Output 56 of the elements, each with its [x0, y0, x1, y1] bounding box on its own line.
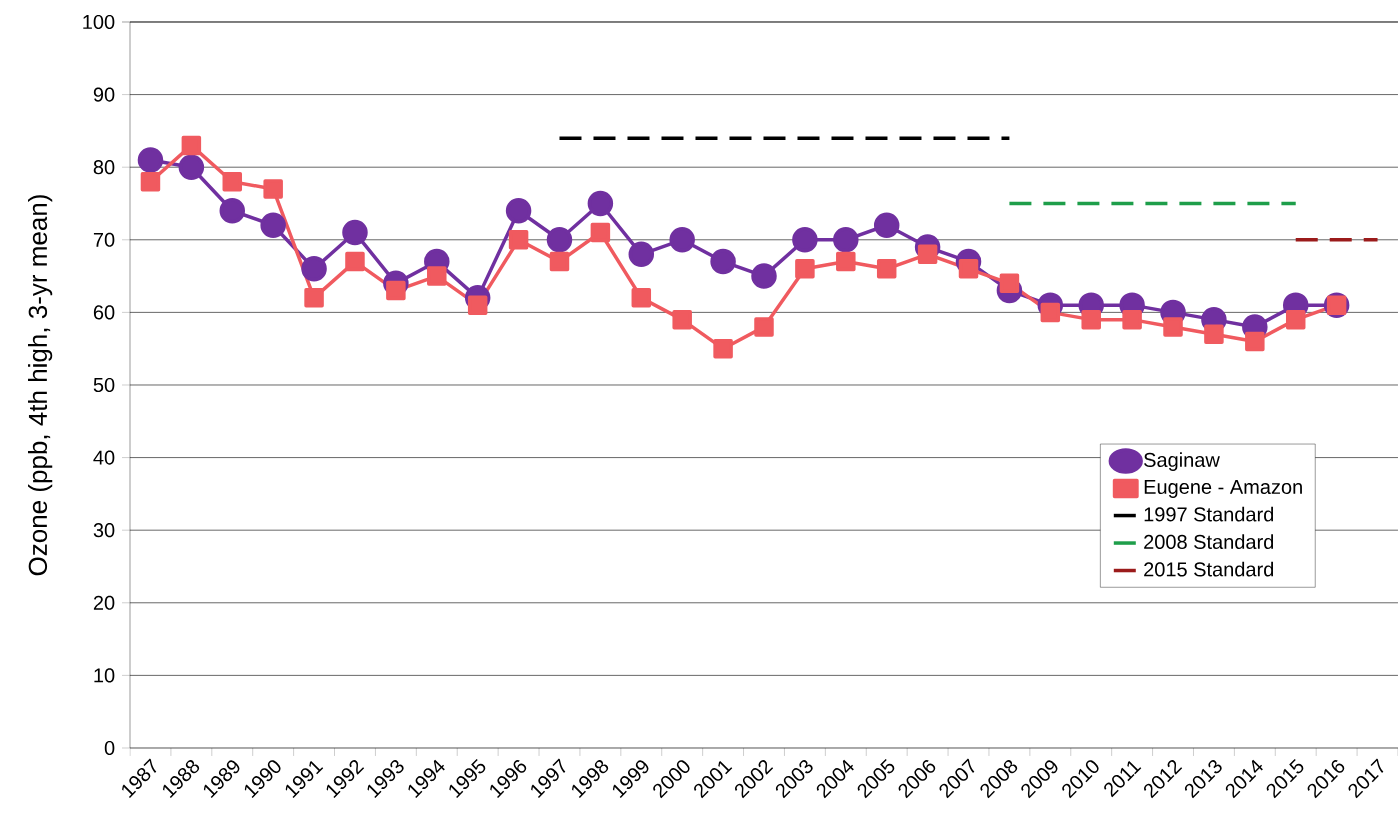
point: [549, 251, 570, 272]
point: [345, 251, 365, 272]
y-tick-label: 40: [93, 450, 115, 465]
point: [260, 212, 286, 239]
y-tick-label: 30: [93, 523, 115, 538]
point: [590, 222, 611, 243]
legend-label: 1997 Standard: [1144, 506, 1274, 522]
point: [1163, 317, 1183, 337]
point: [754, 317, 774, 337]
point: [1245, 331, 1265, 352]
point: [508, 230, 529, 250]
point: [792, 227, 818, 253]
point: [587, 190, 614, 217]
y-axis-title: Ozone (ppb, 4th high, 3-yr mean): [28, 195, 53, 576]
y-tick-label: 20: [93, 595, 115, 610]
point: [876, 259, 897, 279]
legend-label: 2008 Standard: [1144, 534, 1274, 549]
point: [546, 227, 573, 253]
y-tick-label: 10: [94, 668, 115, 683]
point: [304, 288, 324, 308]
point: [836, 251, 856, 272]
point: [219, 198, 246, 224]
point: [631, 288, 652, 308]
point: [1204, 324, 1224, 344]
y-tick-label: 70: [93, 232, 115, 247]
point: [713, 338, 733, 359]
point: [181, 135, 202, 156]
point: [833, 227, 859, 253]
point: [342, 219, 368, 246]
point: [628, 241, 655, 268]
point: [795, 259, 815, 279]
point: [710, 248, 736, 275]
point: [669, 227, 695, 253]
point: [178, 154, 205, 180]
legend-label: Eugene - Amazon: [1144, 480, 1302, 498]
point: [672, 309, 692, 330]
y-tick-label: 60: [93, 305, 115, 320]
point: [505, 198, 532, 224]
legend-label: 2015 Standard: [1144, 561, 1274, 577]
point: [1122, 309, 1142, 330]
point: [1285, 309, 1306, 330]
y-tick-label: 100: [83, 14, 115, 30]
y-tick-label: 80: [93, 160, 115, 175]
point: [751, 263, 777, 289]
point: [137, 147, 164, 173]
legend-label: Saginaw: [1144, 452, 1220, 471]
y-tick-label: 0: [104, 740, 115, 756]
point: [222, 171, 243, 192]
point: [140, 171, 161, 192]
point: [301, 256, 327, 282]
point: [873, 212, 900, 239]
y-tick-label: 50: [93, 377, 115, 393]
y-tick-label: 90: [93, 87, 115, 102]
point: [263, 179, 283, 199]
point: [1081, 309, 1101, 330]
point: [427, 266, 447, 286]
